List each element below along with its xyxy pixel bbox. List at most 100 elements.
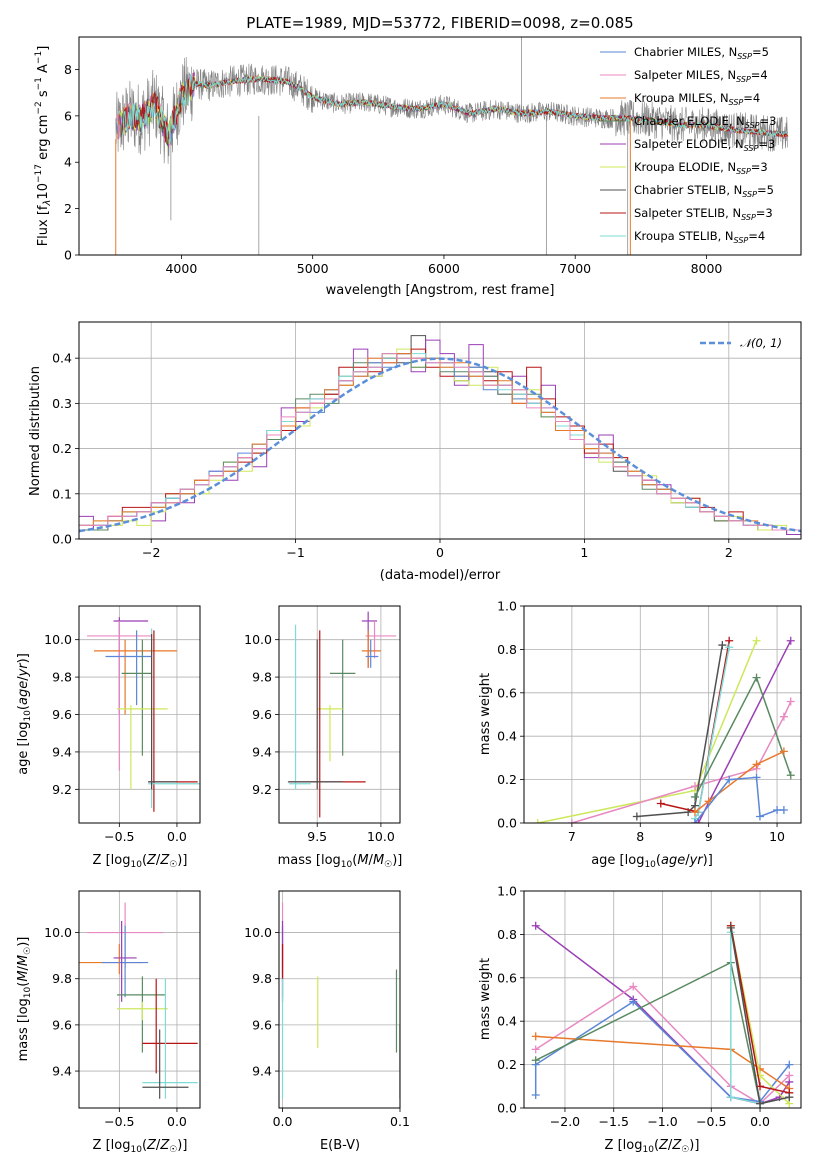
age-vs-mass-xtick-label: 9.5	[307, 829, 327, 844]
weight-vs-Z-salpeter_miles-marker	[629, 982, 638, 991]
spectrum-ytick-label: 6	[64, 108, 72, 123]
age-vs-mass-xlabel: mass [log10(M/M☉)]	[278, 853, 403, 870]
weight-vs-age-xtick-label: 9	[705, 829, 713, 844]
age-vs-Z-errorbars	[87, 617, 200, 812]
weight-vs-age-ytick-label: 0.4	[497, 729, 517, 744]
age-vs-Z-frame	[78, 605, 201, 824]
histogram-frame	[78, 321, 802, 540]
normal-curve-legend-label: 𝒩(0, 1)	[740, 336, 782, 350]
weight-vs-Z-ytick-label: 1.0	[497, 884, 517, 899]
histogram-ytick-label: 0.3	[52, 396, 72, 411]
weight-vs-Z-ytick-label: 0.8	[497, 927, 517, 942]
histogram-xtick-label: 1	[580, 545, 588, 560]
weight-vs-Z-xtick-label: −2.0	[550, 1114, 580, 1129]
weight-vs-Z-frame	[523, 890, 802, 1109]
legend-subscript: SSP	[734, 236, 749, 245]
weight-vs-Z-chabrier_elodie-marker	[531, 1056, 540, 1065]
weight-vs-Z-salpeter_miles-marker	[785, 1071, 794, 1080]
age-vs-Z-xtick-label: 0.0	[167, 829, 187, 844]
mass-vs-ebv-xtick-label: 0.0	[273, 1114, 293, 1129]
age-vs-metallicity-panel: −0.5 0.0 9.2 9.4 9.6 9.8 10.0	[44, 605, 201, 844]
age-vs-mass-errorbars	[287, 611, 397, 818]
age-vs-Z-ytick-label: 9.6	[52, 707, 72, 722]
weight-vs-age-kroupa_miles-marker	[779, 747, 788, 756]
weight-vs-Z-xlabel: Z [log10(Z/Z☉)]	[605, 1138, 700, 1155]
weight-vs-Z-chabrier_stelib-marker	[726, 923, 735, 932]
age-vs-mass-frame	[278, 605, 401, 824]
weight-vs-age-salpeter_elodie-marker	[694, 819, 703, 823]
mass-vs-metallicity-panel: −0.5 0.0 9.4 9.6 9.8 10.0	[44, 890, 201, 1129]
age-vs-Z-ytick-label: 9.4	[52, 744, 72, 759]
weight-vs-age-panel: 7 8 9 10 0.0 0.2 0.4 0.6 0.8 1.0	[497, 599, 802, 844]
age-vs-mass-ytick-label: 9.8	[252, 670, 272, 685]
histogram-ytick-label: 0.0	[52, 532, 72, 547]
weight-vs-age-ytick-label: 1.0	[497, 599, 517, 614]
weight-vs-Z-chabrier_miles-marker	[785, 1060, 794, 1069]
mass-vs-ebv-xlabel: E(B-V)	[320, 1138, 360, 1153]
legend-count: =4	[743, 91, 760, 105]
weight-vs-Z-kroupa_miles-line	[535, 1035, 790, 1090]
mass-vs-Z-ytick-label: 9.8	[52, 971, 72, 986]
weight-vs-Z-ytick-label: 0.6	[497, 970, 517, 985]
weight-vs-Z-chabrier_miles-marker	[629, 997, 638, 1006]
weight-vs-age-chabrier_elodie-marker	[786, 771, 795, 780]
age-vs-Z-ytick-label: 9.8	[52, 670, 72, 685]
weight-vs-Z-chabrier_stelib-marker	[756, 1099, 765, 1108]
legend-label-salpeter_stelib: Salpeter STELIB, NSSP=3	[634, 206, 773, 222]
weight-vs-age-chabrier_stelib-marker	[718, 641, 727, 650]
weight-vs-age-salpeter_miles-marker	[779, 712, 788, 721]
histogram-legend: 𝒩(0, 1)	[700, 336, 782, 350]
normal-distribution-curve	[79, 357, 801, 533]
weight-vs-age-chabrier_elodie-marker	[690, 792, 699, 801]
spectrum-frame	[78, 36, 802, 256]
weight-vs-age-xtick-label: 8	[636, 829, 644, 844]
legend-subscript: SSP	[737, 52, 752, 61]
weight-vs-age-lines	[533, 636, 795, 823]
weight-vs-Z-kroupa_stelib-marker	[726, 1093, 735, 1102]
weight-vs-age-kroupa_miles-marker	[690, 808, 699, 817]
weight-vs-age-kroupa_elodie-marker	[752, 636, 761, 645]
legend-label-chabrier_miles: Chabrier MILES, NSSP=5	[634, 45, 769, 61]
weight-vs-Z-xtick-label: −0.5	[696, 1114, 726, 1129]
mass-vs-ebv-panel: 0.0 0.1 9.4 9.6 9.8 10.0	[244, 890, 410, 1129]
mass-vs-Z-xtick-label: −0.5	[104, 1114, 134, 1129]
legend-count: =3	[751, 160, 768, 174]
spectrum-legend: Chabrier MILES, NSSP=5 Salpeter MILES, NS…	[600, 45, 776, 245]
weight-vs-age-ytick-label: 0.0	[497, 816, 517, 831]
weight-vs-age-kroupa_elodie-marker	[533, 819, 542, 823]
mass-vs-Z-ytick-label: 9.4	[52, 1064, 72, 1079]
legend-count: =3	[760, 114, 777, 128]
weight-vs-Z-ytick-label: 0.4	[497, 1014, 517, 1029]
spectrum-xtick-label: 6000	[428, 261, 460, 276]
weight-vs-age-frame	[523, 605, 802, 824]
spectrum-ylabel: Flux [fλ10−17 erg cm−2 s−1 A−1]	[34, 46, 53, 247]
weight-vs-Z-chabrier_miles-marker	[531, 1090, 540, 1099]
weight-vs-age-ytick-label: 0.2	[497, 772, 517, 787]
age-vs-mass-ytick-label: 10.0	[244, 632, 272, 647]
legend-count: =4	[748, 229, 765, 243]
spectrum-xtick-label: 5000	[297, 261, 329, 276]
age-vs-Z-ytick-label: 9.2	[52, 782, 72, 797]
weight-vs-age-chabrier_stelib-line	[636, 644, 724, 818]
legend-subscript: SSP	[741, 213, 756, 222]
weight-vs-metallicity-panel: −2.0 −1.5 −1.0 −0.5 0.0 0.0 0.2 0.4 0.6 0.8 1.0	[497, 884, 802, 1129]
mass-vs-ebv-frame	[278, 890, 401, 1109]
weight-vs-Z-kroupa_miles-marker	[531, 1032, 540, 1041]
spectrum-lines	[115, 37, 789, 255]
legend-subscript: SSP	[736, 167, 751, 176]
histogram-xtick-label: 2	[725, 545, 733, 560]
weight-vs-age-ylabel: mass weight	[478, 673, 493, 755]
weight-vs-age-chabrier_miles-marker	[752, 773, 761, 782]
mass-vs-ebv-ytick-label: 9.4	[252, 1064, 272, 1079]
spectrum-xtick-label: 8000	[691, 261, 723, 276]
age-vs-mass-ytick-label: 9.4	[252, 744, 272, 759]
weight-vs-age-xtick-label: 10	[769, 829, 785, 844]
weight-vs-Z-chabrier_miles-line	[534, 1000, 790, 1103]
mass-vs-ebv-xtick-label: 0.1	[390, 1114, 410, 1129]
weight-vs-Z-ytick-label: 0.2	[497, 1057, 517, 1072]
legend-subscript: SSP	[745, 121, 760, 130]
legend-label-kroupa_stelib: Kroupa STELIB, NSSP=4	[634, 229, 765, 245]
legend-subscript: SSP	[729, 98, 744, 107]
